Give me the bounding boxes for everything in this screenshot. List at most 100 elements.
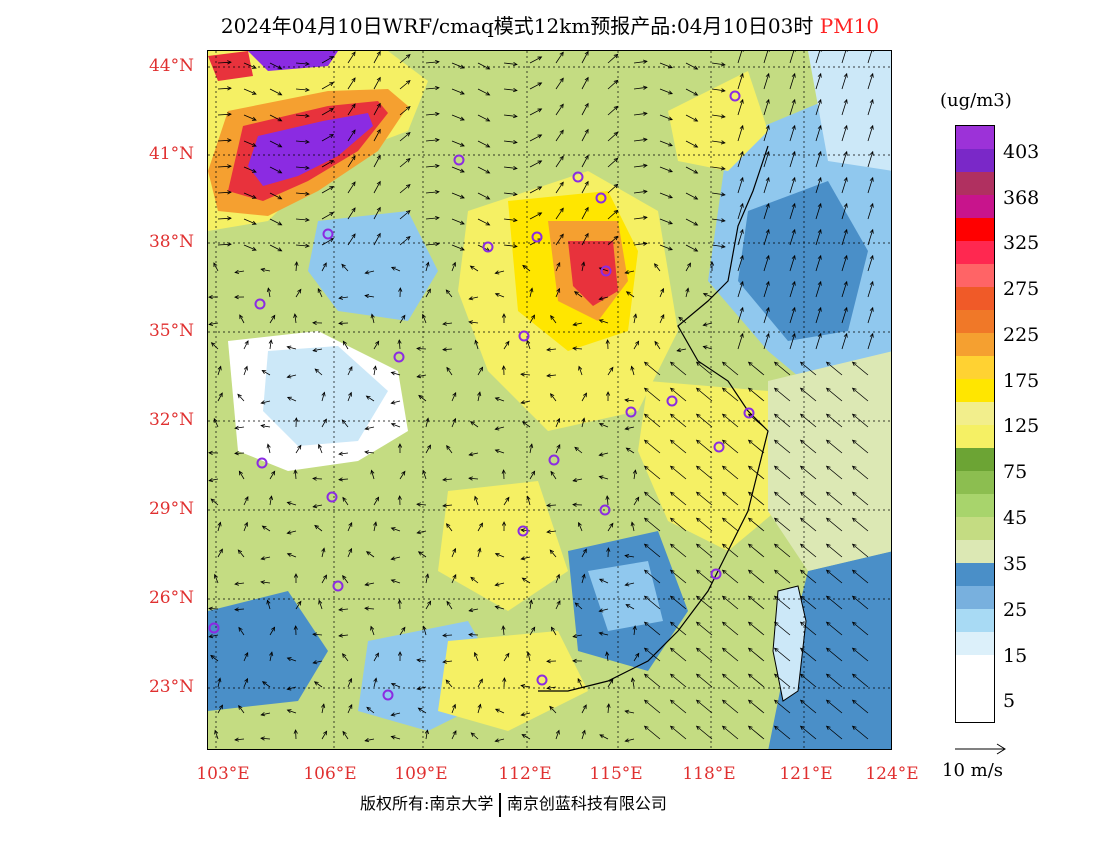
- wind-vector-head-610: [526, 651, 531, 657]
- wind-vector-622: [826, 647, 843, 662]
- cb-seg-15: [956, 448, 994, 471]
- wind-vector-649: [852, 673, 869, 688]
- copyright-company: 南京创蓝科技有限公司: [506, 794, 667, 813]
- wind-vector-602: [313, 660, 323, 664]
- wind-vector-59: [399, 106, 411, 116]
- wind-vector-142: [529, 186, 542, 194]
- wind-vector-78: [217, 139, 231, 142]
- wind-vector-head-305: [702, 345, 708, 350]
- wind-vector-head-261: [239, 314, 244, 320]
- wind-vector-631: [391, 683, 401, 688]
- wind-vector-head-358: [721, 387, 727, 393]
- lon-label-115: 115°E: [589, 764, 643, 784]
- wind-vector-head-2: [277, 65, 283, 70]
- wind-vector-head-408: [669, 439, 675, 445]
- wind-vector-head-551: [338, 607, 343, 612]
- wind-vector-226: [685, 263, 691, 272]
- wind-vector-head-152: [791, 176, 796, 182]
- wind-vector-head-538: [669, 569, 675, 575]
- wind-vector-head-479: [501, 521, 507, 526]
- wind-vector-head-318: [372, 365, 378, 371]
- wind-vector-head-378: [581, 417, 586, 423]
- wind-vector-head-364: [213, 417, 218, 423]
- wind-vector-310: [841, 333, 848, 350]
- wind-vector-head-346: [418, 394, 423, 400]
- wind-vector-head-613: [605, 651, 610, 657]
- wind-vector-head-287: [244, 340, 249, 345]
- wind-vector-head-133: [305, 191, 310, 196]
- wind-vector-579: [399, 627, 406, 636]
- wind-vector-head-404: [574, 446, 579, 452]
- wind-vector-head-123: [720, 166, 726, 171]
- wind-vector-547: [234, 608, 245, 611]
- wind-vector-head-266: [370, 313, 375, 319]
- wind-vector-387: [800, 413, 817, 428]
- wind-vector-head-128: [843, 150, 848, 156]
- wind-vector-545: [852, 569, 869, 584]
- wind-vector-88: [477, 140, 490, 148]
- wind-vector-350: [521, 400, 531, 404]
- wind-vector-head-61: [460, 116, 465, 121]
- wind-vector-610: [527, 652, 531, 662]
- wind-vector-head-54: [277, 117, 283, 122]
- wind-vector-head-51: [869, 72, 874, 78]
- wind-vector-head-113: [460, 168, 465, 173]
- wind-vector-head-234: [208, 294, 213, 300]
- wind-vector-head-6: [376, 51, 381, 56]
- wind-vector-138: [425, 191, 439, 194]
- wind-vector-459: [644, 491, 661, 506]
- wind-vector-425: [443, 478, 453, 481]
- wind-vector-306: [737, 333, 744, 350]
- wind-vector-head-173: [668, 220, 673, 225]
- wind-vector-588: [633, 626, 636, 636]
- wind-vector-head-500: [365, 551, 371, 556]
- wind-vector-head-43: [668, 90, 673, 95]
- wind-vector-66: [581, 103, 589, 116]
- wind-vector-451: [443, 504, 453, 507]
- wind-vector-head-316: [314, 368, 320, 373]
- wind-vector-head-686: [470, 732, 476, 737]
- wind-vector-218: [470, 265, 479, 272]
- wind-vector-369: [341, 419, 349, 428]
- wind-vector-head-440: [825, 465, 831, 471]
- wind-vector-300: [572, 347, 583, 350]
- wind-vector-225: [654, 263, 661, 272]
- legend-unit: (ug/m3): [940, 90, 1012, 111]
- wind-vector-380: [625, 426, 635, 430]
- wind-vector-head-617: [695, 647, 701, 653]
- wind-vector-head-58: [376, 102, 381, 108]
- forecast-map[interactable]: [207, 50, 892, 750]
- wind-vector-head-264: [312, 320, 317, 325]
- wind-vector-252: [685, 288, 689, 298]
- wind-vector-head-254: [739, 280, 744, 286]
- wind-vector-head-268: [421, 313, 426, 319]
- wind-vector-529: [451, 574, 457, 584]
- wind-vector-332: [722, 361, 739, 376]
- wind-vector-head-64: [537, 108, 543, 113]
- wind-vector-74: [789, 99, 796, 116]
- wind-vector-178: [789, 203, 796, 220]
- wind-vector-177: [763, 203, 770, 220]
- wind-vector-569: [800, 595, 817, 610]
- lon-label-106: 106°E: [303, 764, 357, 784]
- wind-vector-505: [495, 553, 505, 558]
- wind-vector-head-170: [584, 206, 589, 212]
- wind-vector-head-379: [598, 422, 604, 427]
- wind-vector-359: [748, 387, 765, 402]
- wind-vector-head-546: [208, 606, 213, 611]
- wind-vector-288: [269, 340, 272, 350]
- wind-vector-head-355: [643, 387, 649, 393]
- wind-vector-head-631: [390, 682, 396, 687]
- wind-vector-3: [295, 62, 309, 65]
- wind-vector-head-174: [693, 221, 699, 226]
- wind-vector-406: [626, 447, 635, 454]
- wind-vector-694: [670, 725, 687, 740]
- wind-vector-head-438: [773, 465, 779, 471]
- wind-vector-head-56: [329, 108, 335, 113]
- wind-vector-117: [555, 155, 564, 168]
- wind-vector-head-310: [843, 332, 848, 338]
- wind-vector-159: [295, 218, 309, 221]
- wind-vector-643: [696, 673, 713, 688]
- wind-vector-686: [471, 732, 479, 740]
- vector-reference-label: 10 m/s: [942, 760, 1003, 781]
